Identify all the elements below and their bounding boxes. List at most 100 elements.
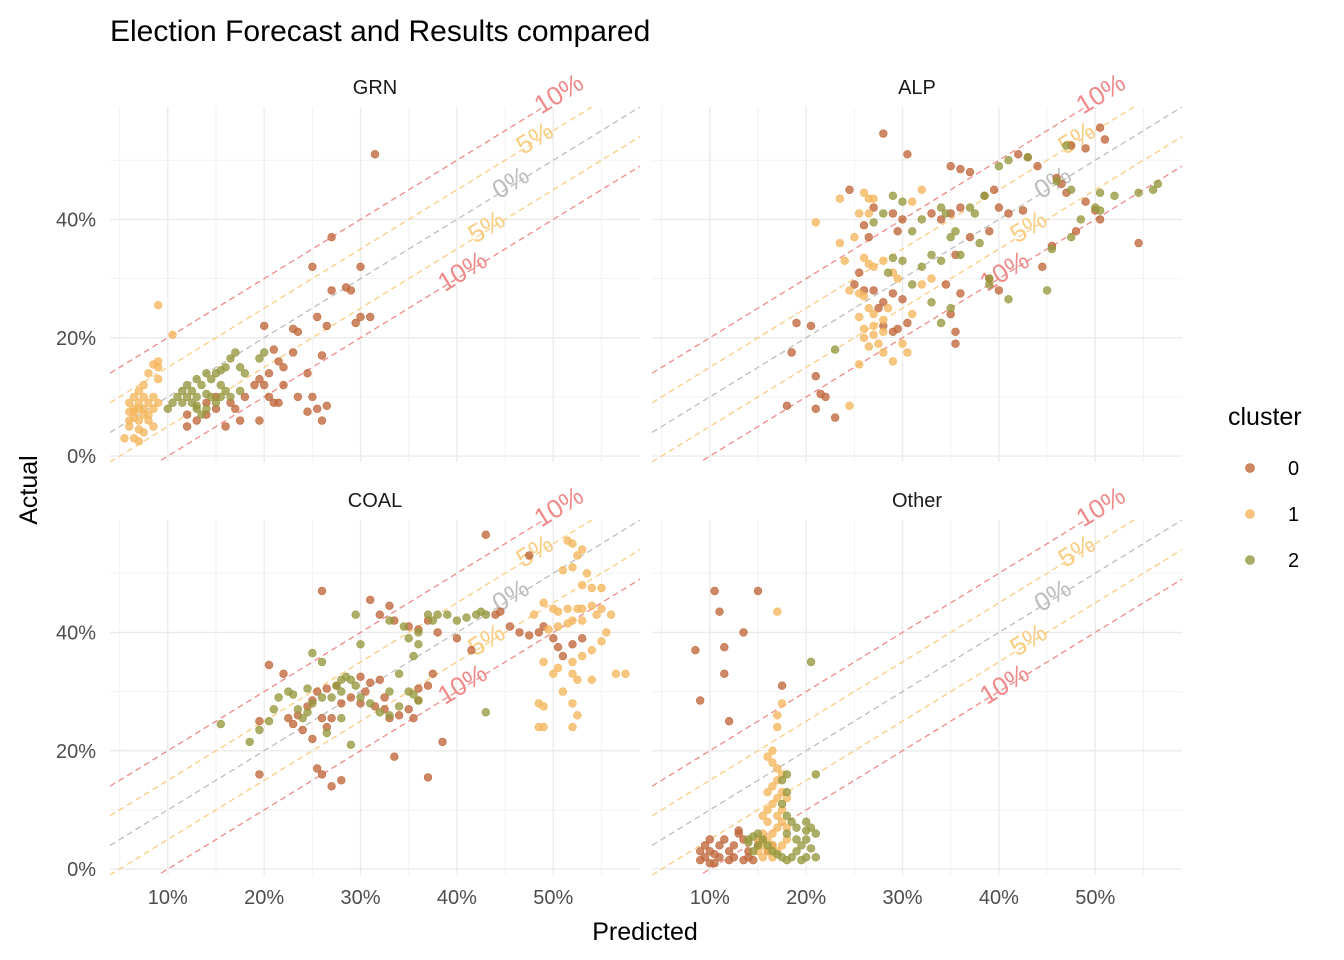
reference-lines — [652, 520, 1182, 875]
data-point — [337, 675, 346, 684]
reference-line — [110, 107, 545, 374]
data-point — [980, 191, 989, 201]
data-point — [337, 776, 346, 785]
data-point — [433, 610, 442, 619]
data-point — [423, 681, 433, 690]
data-point — [327, 286, 336, 295]
data-point — [341, 283, 351, 292]
data-point — [279, 363, 288, 372]
data-point — [134, 437, 144, 446]
data-point — [226, 392, 235, 402]
y-tick-label: 40% — [56, 209, 96, 231]
data-point — [149, 392, 158, 402]
data-point — [260, 380, 269, 390]
data-point — [927, 250, 936, 260]
legend-label: 2 — [1288, 550, 1299, 572]
data-point — [1004, 295, 1013, 304]
data-point — [192, 392, 201, 402]
data-point — [337, 713, 346, 723]
data-point — [768, 829, 777, 838]
data-point — [729, 841, 739, 850]
data-point — [154, 375, 163, 384]
data-point — [269, 705, 278, 714]
data-point — [168, 398, 177, 407]
data-point — [782, 829, 792, 838]
data-point — [840, 256, 849, 265]
data-point — [903, 348, 912, 357]
data-point — [361, 687, 370, 696]
facet-panels: 10%5%0%5%10%GRN0%20%40%10%5%0%5%10%ALP10… — [56, 67, 1182, 909]
data-point — [409, 690, 418, 699]
data-point — [394, 702, 404, 711]
data-point — [965, 167, 975, 177]
data-point — [207, 375, 216, 384]
x-tick-label: 20% — [244, 887, 284, 909]
data-point — [255, 725, 264, 735]
data-point — [414, 628, 423, 637]
data-point — [327, 233, 336, 242]
legend-label: 0 — [1288, 458, 1299, 480]
data-point — [758, 811, 767, 820]
data-point — [139, 392, 148, 402]
data-point — [907, 197, 917, 206]
reference-line-label: 5% — [511, 528, 559, 573]
x-tick-label: 10% — [690, 887, 730, 909]
data-point — [216, 380, 226, 390]
reference-line — [110, 107, 594, 404]
data-point — [346, 740, 356, 749]
data-point — [879, 298, 888, 307]
data-point — [777, 776, 787, 785]
reference-line-label: 0% — [487, 160, 535, 205]
data-point — [356, 672, 365, 681]
data-point — [1013, 150, 1023, 159]
data-point — [782, 770, 792, 779]
data-point — [182, 410, 192, 419]
data-point — [409, 713, 418, 723]
data-point — [481, 530, 490, 539]
data-point — [149, 404, 158, 413]
data-point — [1081, 197, 1090, 206]
data-point — [125, 398, 134, 407]
data-point — [917, 280, 926, 289]
data-point — [211, 369, 221, 378]
data-point — [351, 318, 360, 328]
data-point — [763, 841, 772, 850]
data-point — [288, 348, 298, 357]
data-point — [313, 312, 322, 322]
data-point — [806, 321, 816, 331]
data-point — [577, 580, 587, 590]
data-point — [859, 324, 869, 334]
data-point — [274, 357, 283, 366]
data-point — [720, 835, 729, 844]
data-point — [327, 782, 336, 791]
data-point — [385, 711, 394, 720]
data-point — [370, 150, 380, 159]
data-point — [308, 648, 317, 658]
data-point — [951, 227, 960, 236]
data-point — [695, 696, 705, 705]
data-point — [216, 719, 226, 729]
data-point — [845, 185, 854, 195]
data-point — [917, 185, 926, 195]
data-point — [989, 185, 999, 195]
data-point — [250, 380, 259, 390]
data-point — [748, 847, 758, 856]
data-point — [898, 197, 907, 206]
data-point — [211, 398, 221, 407]
reference-line-label: 5% — [462, 617, 510, 662]
data-point — [577, 616, 587, 625]
data-point — [748, 855, 758, 865]
data-point — [777, 799, 787, 809]
reference-line — [652, 549, 1182, 875]
data-point — [279, 380, 288, 390]
data-point — [221, 386, 230, 396]
data-point — [351, 610, 360, 619]
data-point — [773, 711, 782, 720]
data-point — [380, 693, 389, 702]
reference-line-label: 10% — [529, 480, 589, 533]
data-point — [467, 645, 476, 655]
data-point — [577, 634, 587, 643]
data-point — [414, 684, 423, 693]
data-point — [414, 696, 423, 705]
data-point — [226, 354, 235, 363]
